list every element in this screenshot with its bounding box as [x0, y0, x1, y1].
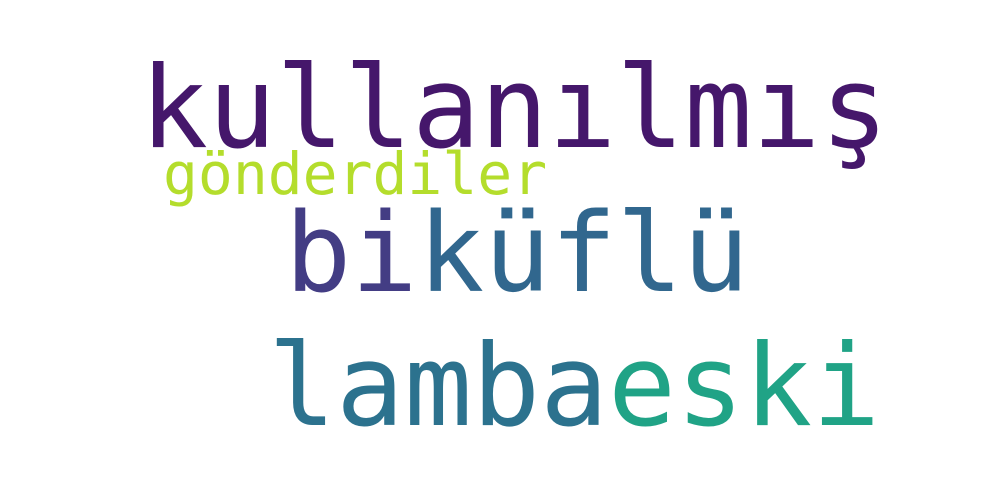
word-gonderdiler: gönderdiler [163, 140, 548, 208]
word-kullanilmis: kullanılmış [140, 42, 889, 174]
word-eski: eski [608, 320, 881, 452]
word-lamba: lamba [268, 320, 609, 452]
word-bi: bi [285, 189, 418, 317]
word-kuflu: küflü [418, 189, 750, 317]
